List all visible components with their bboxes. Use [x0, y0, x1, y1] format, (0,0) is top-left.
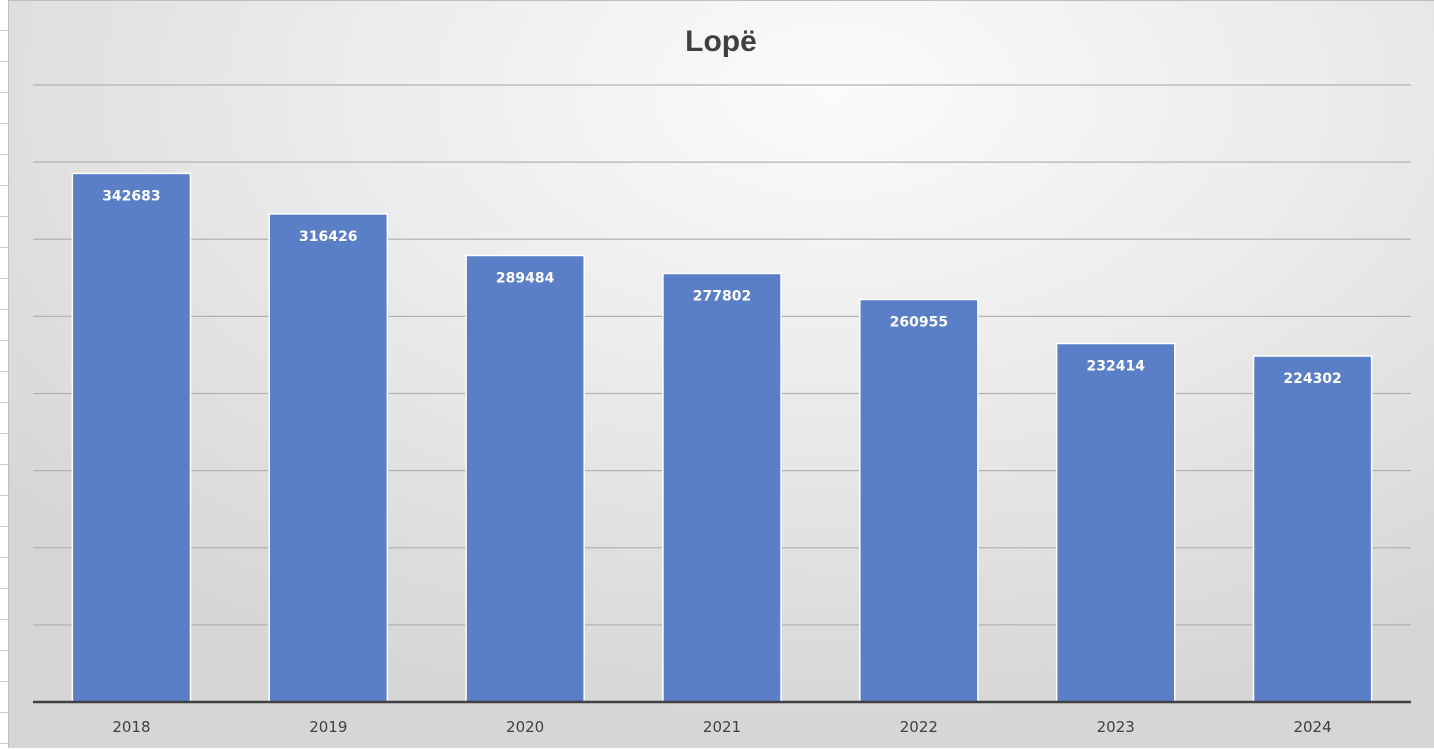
data-label-2019: 316426: [299, 229, 357, 245]
data-label-2018: 342683: [102, 188, 160, 204]
data-label-2021: 277802: [693, 288, 751, 304]
x-tick-label-2021: 2021: [703, 718, 741, 736]
bar-2019[interactable]: [268, 213, 389, 703]
bar-2021[interactable]: [662, 272, 782, 703]
x-tick-label-2020: 2020: [506, 718, 544, 736]
x-tick-label-2019: 2019: [309, 718, 347, 736]
x-tick-label-2022: 2022: [900, 718, 938, 736]
chart-area[interactable]: Lopë 342683 316426 289484 277802 260955 23241…: [8, 0, 1434, 748]
bar-2018[interactable]: [71, 172, 192, 703]
bar-2022[interactable]: [859, 298, 979, 703]
chart-title: Lopë: [685, 25, 757, 58]
data-label-2023: 232414: [1086, 359, 1145, 375]
x-tick-label-2023: 2023: [1097, 718, 1135, 736]
x-axis-ticks: 2018 2019 2020 2021 2022 2023 2024: [112, 718, 1331, 736]
bar-2020[interactable]: [465, 254, 585, 703]
x-tick-label-2024: 2024: [1293, 718, 1331, 736]
data-label-2024: 224302: [1283, 371, 1341, 387]
bars: 342683 316426 289484 277802 260955 232414 2243…: [71, 172, 1373, 703]
bar-chart: Lopë 342683 316426 289484 277802 260955 23241…: [33, 25, 1411, 736]
data-label-2022: 260955: [890, 314, 948, 330]
x-tick-label-2018: 2018: [112, 718, 150, 736]
data-label-2020: 289484: [496, 270, 555, 286]
bar-2024[interactable]: [1252, 355, 1373, 703]
bar-2023[interactable]: [1055, 342, 1176, 703]
